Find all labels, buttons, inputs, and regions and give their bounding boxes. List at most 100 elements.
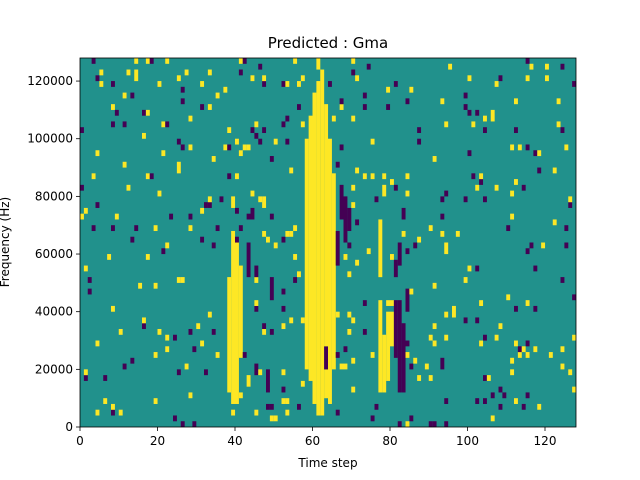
heatmap-cell-low [502, 392, 507, 399]
heatmap-cell-high [300, 317, 305, 324]
heatmap-cell-high [440, 230, 445, 237]
heatmap-cell-high [285, 398, 290, 404]
heatmap-cell-high [494, 184, 499, 191]
heatmap-cell-high [525, 75, 530, 82]
heatmap-cell-low [242, 58, 247, 64]
heatmap-cell-low [560, 63, 565, 70]
heatmap-cell-low [215, 225, 220, 232]
heatmap-cell-high [238, 150, 243, 157]
heatmap-cell-high [444, 334, 449, 341]
heatmap-cell-low [401, 207, 406, 220]
heatmap-cell-high [382, 173, 387, 180]
heatmap-cell-high [235, 242, 239, 404]
heatmap-cell-low [180, 144, 185, 151]
heatmap-cell-low [169, 213, 174, 220]
heatmap-cell-high [506, 294, 511, 301]
y-tick-label: 40000 [35, 305, 73, 319]
heatmap-cell-high [300, 75, 305, 82]
heatmap-cell-low [347, 207, 352, 232]
x-tick-label: 80 [382, 434, 397, 448]
heatmap-cell-low [258, 138, 263, 145]
heatmap-cell-high [289, 167, 294, 174]
heatmap-cell-low [343, 346, 348, 353]
heatmap-cell-low [103, 375, 108, 381]
y-tick-label: 60000 [35, 247, 73, 261]
heatmap-cell-low [525, 392, 530, 399]
heatmap-cell-low [262, 81, 267, 87]
heatmap-cell-high [238, 265, 243, 358]
heatmap-cell-low [506, 225, 511, 232]
heatmap-cell-low [254, 265, 259, 278]
heatmap-cell-high [537, 150, 542, 157]
heatmap-cell-low [192, 421, 197, 428]
heatmap-cell-high [153, 225, 158, 232]
heatmap-cell-high [107, 254, 112, 260]
heatmap-cell-high [382, 184, 387, 197]
heatmap-cell-low [444, 421, 449, 428]
heatmap-cell-low [483, 334, 487, 341]
heatmap-cell-low [269, 403, 274, 410]
heatmap-cells [80, 58, 577, 428]
heatmap-cell-high [514, 179, 518, 185]
heatmap-cell-high [552, 167, 557, 174]
heatmap-cell-high [405, 352, 410, 358]
heatmap-cell-low [130, 236, 135, 243]
heatmap-cell-low [219, 196, 224, 203]
heatmap-cell-low [467, 150, 472, 157]
heatmap-cell-low [269, 328, 274, 335]
heatmap-cell-low [180, 86, 185, 93]
heatmap-cell-high [351, 386, 356, 393]
heatmap-cell-high [343, 363, 348, 370]
x-tick-label: 20 [150, 434, 165, 448]
heatmap-cell-high [304, 138, 309, 370]
heatmap-cell-low [370, 415, 375, 422]
heatmap-cell-high [176, 277, 181, 283]
heatmap-cell-high [444, 121, 449, 128]
heatmap-cell-high [227, 277, 232, 393]
heatmap-cell-high [293, 58, 298, 64]
heatmap-cell-low [463, 92, 468, 99]
heatmap-cell-high [432, 323, 437, 330]
heatmap-cell-high [339, 104, 344, 110]
heatmap-cell-low [91, 225, 96, 232]
heatmap-cell-low [525, 340, 530, 347]
x-tick-label: 100 [456, 434, 479, 448]
y-tick-label: 20000 [35, 362, 73, 376]
heatmap-cell-low [262, 323, 267, 330]
heatmap-cell-high [355, 259, 360, 266]
heatmap-cell-high [207, 311, 212, 318]
heatmap-cell-high [83, 265, 88, 272]
heatmap-cell-high [238, 392, 243, 399]
heatmap-cell-high [262, 196, 267, 208]
heatmap-cell-high [471, 121, 476, 128]
heatmap-cell-low [91, 58, 96, 64]
heatmap-cell-high [285, 409, 290, 416]
heatmap-cell-high [200, 207, 205, 214]
heatmap-cell-low [440, 196, 445, 203]
heatmap-cell-low [204, 369, 208, 376]
heatmap-cell-low [355, 219, 360, 226]
heatmap-cell-low [483, 375, 487, 381]
heatmap-cell-low [440, 357, 445, 370]
y-axis: 0 20000 40000 60000 80000 100000 120000 [27, 74, 80, 434]
x-axis-label: Time step [297, 456, 357, 470]
heatmap-cell-high [390, 179, 394, 185]
heatmap-cell-high [483, 115, 487, 122]
heatmap-cell-high [517, 144, 522, 151]
heatmap-cell-low [409, 415, 414, 422]
heatmap-cell-high [184, 363, 189, 370]
heatmap-cell-low [281, 386, 286, 393]
heatmap-cell-low [483, 398, 487, 404]
heatmap-cell-high [262, 328, 267, 335]
heatmap-cell-low [122, 121, 127, 128]
heatmap-cell-low [188, 328, 193, 335]
heatmap-cell-high [134, 69, 139, 82]
heatmap-cell-low [173, 415, 177, 422]
heatmap-cell-high [297, 271, 301, 278]
heatmap-cell-high [235, 138, 239, 145]
heatmap-cell-low [568, 202, 573, 208]
heatmap-cell-high [521, 346, 526, 353]
heatmap-cell-low [533, 150, 538, 157]
heatmap-cell-high [176, 161, 181, 174]
